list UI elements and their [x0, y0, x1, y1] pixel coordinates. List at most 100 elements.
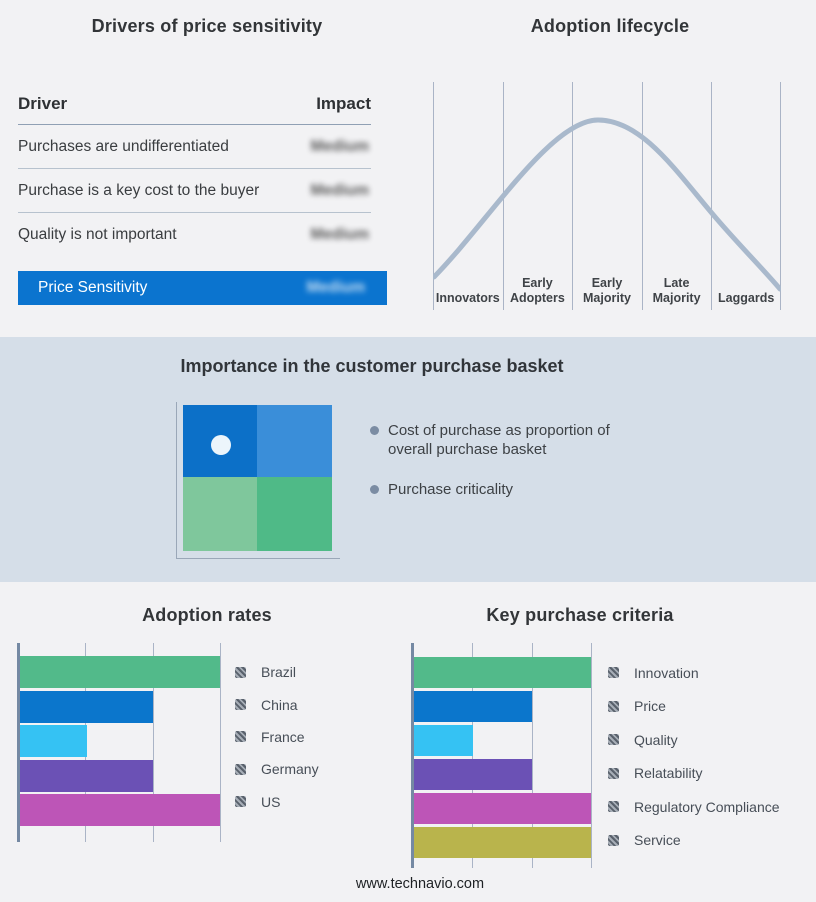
bar-plot-area: [20, 643, 220, 842]
legend-item-china: China: [235, 688, 319, 720]
quadrant-bottom-right: [257, 477, 332, 551]
legend-swatch-icon: [608, 667, 619, 679]
legend-label: Service: [634, 832, 681, 849]
legend-swatch-icon: [608, 767, 619, 779]
bar-china: [20, 690, 154, 723]
footer-url-link[interactable]: www.technavio.com: [355, 876, 485, 892]
legend-swatch-icon: [235, 763, 246, 775]
lifecycle-chart: [433, 82, 782, 310]
legend-swatch-icon: [608, 700, 619, 712]
bar-service: [414, 827, 591, 858]
purchase-basket-band: [0, 337, 816, 582]
stage-label-late-majority: Late Majority: [652, 276, 701, 305]
y-axis: [411, 643, 414, 868]
legend-swatch-icon: [235, 731, 246, 743]
legend-label: China: [261, 696, 298, 713]
gridline: [152, 643, 154, 842]
bullet-text: Purchase criticality: [388, 481, 514, 498]
adoption-rates-legend: Brazil China France Germany US: [235, 656, 319, 818]
bullet-icon: [370, 485, 379, 494]
bar-germany: [20, 759, 154, 792]
legend-item-innovation: Innovation: [608, 656, 780, 690]
key-purchase-criteria-legend: Innovation Price Quality Relatability Regula…: [608, 656, 780, 857]
key-purchase-criteria-chart: [411, 643, 592, 868]
legend-item-service: Service: [608, 824, 780, 858]
legend-label: Innovation: [634, 664, 699, 681]
legend-label: US: [261, 793, 281, 810]
driver-cell: Purchases are undifferentiated: [18, 137, 229, 155]
legend-item-brazil: Brazil: [235, 656, 319, 688]
gridline: [711, 82, 713, 310]
bar-innovation: [414, 657, 591, 688]
basket-bullet-list: Cost of purchase as proportion of overal…: [370, 421, 648, 520]
lifecycle-panel-title: Adoption lifecycle: [530, 16, 690, 36]
legend-item-germany: Germany: [235, 753, 319, 785]
legend-label: Price: [634, 698, 666, 715]
quadrant-bottom-left: [183, 477, 257, 551]
legend-label: Relatability: [634, 765, 703, 782]
quadrant-top-left: [183, 405, 257, 477]
gridline: [590, 643, 592, 868]
driver-cell: Purchase is a key cost to the buyer: [18, 181, 260, 199]
gridline: [641, 82, 643, 310]
column-header-impact: Impact: [316, 94, 371, 113]
quadrant-axis-horizontal: [176, 558, 340, 559]
stage-label-early-majority: Early Majority: [583, 276, 631, 305]
legend-swatch-icon: [235, 796, 246, 808]
legend-label: France: [261, 728, 305, 745]
driver-cell: Quality is not important: [18, 226, 177, 243]
impact-cell-redacted: Medium: [310, 226, 369, 243]
price-sensitivity-highlight-row: Price Sensitivity Medium: [18, 271, 387, 305]
gridline: [433, 82, 434, 310]
bar-regulatory-compliance: [414, 793, 591, 824]
legend-item-relatability: Relatability: [608, 757, 780, 791]
legend-swatch-icon: [235, 699, 246, 711]
list-item: Purchase criticality: [370, 480, 648, 499]
price-sensitivity-label: Price Sensitivity: [38, 279, 148, 296]
gridline: [572, 82, 574, 310]
gridline: [219, 643, 221, 842]
legend-swatch-icon: [235, 666, 246, 678]
drivers-table-header: Driver Impact: [18, 94, 371, 125]
quadrant-axis-vertical: [176, 402, 177, 559]
legend-item-france: France: [235, 721, 319, 753]
impact-cell-redacted: Medium: [306, 279, 365, 296]
legend-label: Quality: [634, 731, 678, 748]
legend-item-price: Price: [608, 690, 780, 724]
column-header-driver: Driver: [18, 94, 68, 113]
stage-label-laggards: Laggards: [718, 290, 775, 305]
quadrant-top-right: [257, 405, 332, 477]
footer: www.technavio.com: [0, 876, 816, 892]
drivers-panel-title: Drivers of price sensitivity: [91, 16, 323, 36]
bar-quality: [414, 725, 473, 756]
stage-label-innovators: Innovators: [435, 290, 500, 305]
bar-price: [414, 691, 532, 722]
legend-item-quality: Quality: [608, 723, 780, 757]
table-row: Quality is not important Medium: [18, 213, 371, 257]
quadrant-matrix: [183, 405, 332, 551]
list-item: Cost of purchase as proportion of overal…: [370, 421, 648, 459]
y-axis: [17, 643, 20, 842]
gridline: [780, 82, 782, 310]
position-marker-dot: [211, 435, 231, 455]
bell-curve: [433, 117, 781, 292]
bullet-icon: [370, 426, 379, 435]
legend-label: Regulatory Compliance: [634, 798, 780, 815]
impact-cell-redacted: Medium: [310, 137, 369, 155]
adoption-rates-chart: [17, 643, 221, 842]
legend-label: Germany: [261, 761, 319, 778]
drivers-table: Driver Impact Purchases are undifferenti…: [18, 94, 371, 257]
impact-cell-redacted: Medium: [310, 181, 369, 199]
bullet-text: Cost of purchase as proportion of overal…: [388, 422, 610, 458]
gridline: [531, 643, 533, 868]
stage-label-early-adopters: Early Adopters: [509, 276, 565, 305]
legend-item-us: US: [235, 786, 319, 818]
legend-label: Brazil: [261, 664, 297, 681]
table-row: Purchases are undifferentiated Medium: [18, 125, 371, 169]
legend-item-regulatory-compliance: Regulatory Compliance: [608, 790, 780, 824]
legend-swatch-icon: [608, 834, 619, 846]
table-row: Purchase is a key cost to the buyer Medi…: [18, 169, 371, 213]
bar-relatability: [414, 759, 532, 790]
bar-brazil: [20, 656, 220, 688]
